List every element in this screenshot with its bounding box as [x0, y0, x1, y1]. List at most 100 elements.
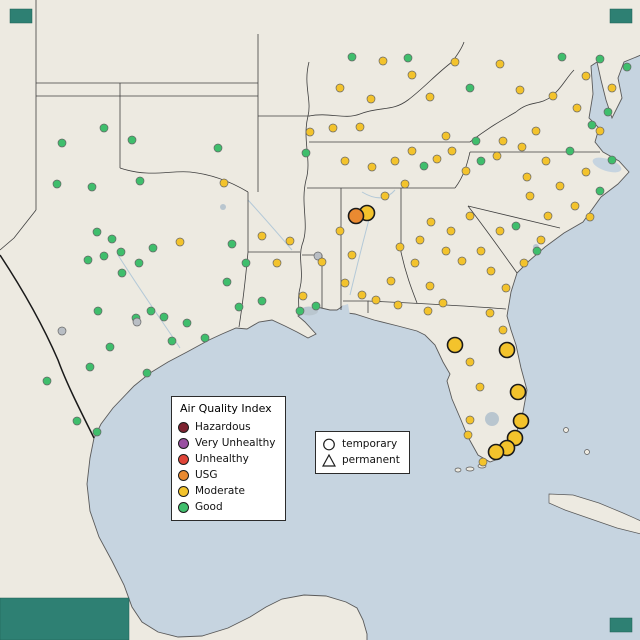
aqi-station-marker-moderate[interactable]: [446, 336, 464, 354]
aqi-station-marker-moderate[interactable]: [570, 201, 580, 211]
aqi-station-marker-good[interactable]: [311, 301, 321, 311]
aqi-station-marker-moderate[interactable]: [517, 142, 527, 152]
aqi-station-marker-good[interactable]: [603, 107, 613, 117]
aqi-station-marker-gray[interactable]: [132, 317, 142, 327]
aqi-station-marker-good[interactable]: [105, 342, 115, 352]
aqi-station-marker-good[interactable]: [116, 247, 126, 257]
aqi-station-marker-moderate[interactable]: [305, 127, 315, 137]
aqi-station-marker-good[interactable]: [476, 156, 486, 166]
aqi-station-marker-good[interactable]: [301, 148, 311, 158]
aqi-station-marker-moderate[interactable]: [347, 250, 357, 260]
aqi-station-marker-moderate[interactable]: [457, 256, 467, 266]
aqi-station-marker-moderate[interactable]: [543, 211, 553, 221]
aqi-station-marker-good[interactable]: [142, 368, 152, 378]
aqi-station-marker-moderate[interactable]: [438, 298, 448, 308]
aqi-station-marker-good[interactable]: [107, 234, 117, 244]
aqi-station-marker-moderate[interactable]: [475, 382, 485, 392]
aqi-station-marker-moderate[interactable]: [380, 191, 390, 201]
aqi-station-marker-good[interactable]: [234, 302, 244, 312]
aqi-station-marker-gray[interactable]: [57, 326, 67, 336]
aqi-station-marker-usg[interactable]: [347, 207, 365, 225]
aqi-station-marker-moderate[interactable]: [478, 457, 488, 467]
aqi-station-marker-moderate[interactable]: [386, 276, 396, 286]
aqi-station-marker-moderate[interactable]: [492, 151, 502, 161]
aqi-station-marker-moderate[interactable]: [498, 136, 508, 146]
aqi-station-marker-moderate[interactable]: [522, 172, 532, 182]
aqi-station-marker-moderate[interactable]: [585, 212, 595, 222]
aqi-station-marker-good[interactable]: [595, 54, 605, 64]
aqi-station-marker-moderate[interactable]: [441, 246, 451, 256]
aqi-station-marker-moderate[interactable]: [572, 103, 582, 113]
aqi-station-marker-moderate[interactable]: [340, 278, 350, 288]
aqi-station-marker-good[interactable]: [117, 268, 127, 278]
aqi-station-marker-good[interactable]: [257, 296, 267, 306]
aqi-station-marker-moderate[interactable]: [415, 235, 425, 245]
aqi-station-marker-good[interactable]: [57, 138, 67, 148]
aqi-station-marker-good[interactable]: [241, 258, 251, 268]
aqi-station-marker-moderate[interactable]: [335, 226, 345, 236]
aqi-station-marker-moderate[interactable]: [501, 283, 511, 293]
aqi-station-marker-moderate[interactable]: [393, 300, 403, 310]
aqi-station-marker-moderate[interactable]: [487, 443, 505, 461]
aqi-station-marker-good[interactable]: [182, 318, 192, 328]
aqi-station-marker-moderate[interactable]: [536, 235, 546, 245]
aqi-station-marker-moderate[interactable]: [298, 291, 308, 301]
aqi-station-marker-moderate[interactable]: [485, 308, 495, 318]
aqi-station-marker-good[interactable]: [135, 176, 145, 186]
aqi-station-marker-good[interactable]: [213, 143, 223, 153]
aqi-station-marker-moderate[interactable]: [450, 57, 460, 67]
aqi-station-marker-moderate[interactable]: [463, 430, 473, 440]
aqi-station-marker-moderate[interactable]: [595, 126, 605, 136]
aqi-station-marker-good[interactable]: [587, 120, 597, 130]
aqi-station-marker-moderate[interactable]: [355, 122, 365, 132]
aqi-station-marker-moderate[interactable]: [512, 412, 530, 430]
aqi-station-marker-good[interactable]: [511, 221, 521, 231]
aqi-station-marker-moderate[interactable]: [378, 56, 388, 66]
aqi-station-marker-moderate[interactable]: [425, 281, 435, 291]
aqi-station-marker-moderate[interactable]: [366, 94, 376, 104]
aqi-station-marker-moderate[interactable]: [390, 156, 400, 166]
aqi-station-marker-good[interactable]: [72, 416, 82, 426]
aqi-station-marker-moderate[interactable]: [461, 166, 471, 176]
aqi-station-marker-moderate[interactable]: [423, 306, 433, 316]
aqi-station-marker-moderate[interactable]: [581, 71, 591, 81]
aqi-station-marker-moderate[interactable]: [285, 236, 295, 246]
aqi-station-marker-good[interactable]: [557, 52, 567, 62]
aqi-station-marker-good[interactable]: [565, 146, 575, 156]
aqi-station-marker-good[interactable]: [159, 312, 169, 322]
aqi-station-marker-good[interactable]: [595, 186, 605, 196]
aqi-station-marker-good[interactable]: [200, 333, 210, 343]
aqi-station-marker-moderate[interactable]: [465, 357, 475, 367]
aqi-station-marker-moderate[interactable]: [257, 231, 267, 241]
aqi-station-marker-gray[interactable]: [313, 251, 323, 261]
aqi-station-marker-moderate[interactable]: [519, 258, 529, 268]
aqi-station-marker-moderate[interactable]: [328, 123, 338, 133]
aqi-station-marker-moderate[interactable]: [175, 237, 185, 247]
aqi-station-marker-moderate[interactable]: [498, 341, 516, 359]
aqi-station-marker-moderate[interactable]: [371, 295, 381, 305]
aqi-station-marker-good[interactable]: [465, 83, 475, 93]
aqi-station-marker-moderate[interactable]: [446, 226, 456, 236]
aqi-station-marker-moderate[interactable]: [548, 91, 558, 101]
aqi-station-marker-moderate[interactable]: [498, 325, 508, 335]
aqi-station-marker-good[interactable]: [83, 255, 93, 265]
aqi-station-marker-good[interactable]: [532, 246, 542, 256]
aqi-station-marker-good[interactable]: [622, 62, 632, 72]
aqi-station-marker-good[interactable]: [607, 155, 617, 165]
aqi-station-marker-moderate[interactable]: [531, 126, 541, 136]
aqi-station-marker-moderate[interactable]: [272, 258, 282, 268]
aqi-station-marker-moderate[interactable]: [555, 181, 565, 191]
aqi-station-marker-good[interactable]: [42, 376, 52, 386]
aqi-station-marker-moderate[interactable]: [426, 217, 436, 227]
aqi-station-marker-good[interactable]: [87, 182, 97, 192]
aqi-station-marker-moderate[interactable]: [447, 146, 457, 156]
aqi-station-marker-good[interactable]: [93, 306, 103, 316]
aqi-station-marker-moderate[interactable]: [367, 162, 377, 172]
aqi-station-marker-moderate[interactable]: [476, 246, 486, 256]
aqi-station-marker-good[interactable]: [99, 123, 109, 133]
aqi-station-marker-good[interactable]: [92, 427, 102, 437]
aqi-station-marker-moderate[interactable]: [219, 178, 229, 188]
aqi-station-marker-good[interactable]: [295, 306, 305, 316]
aqi-station-marker-good[interactable]: [347, 52, 357, 62]
